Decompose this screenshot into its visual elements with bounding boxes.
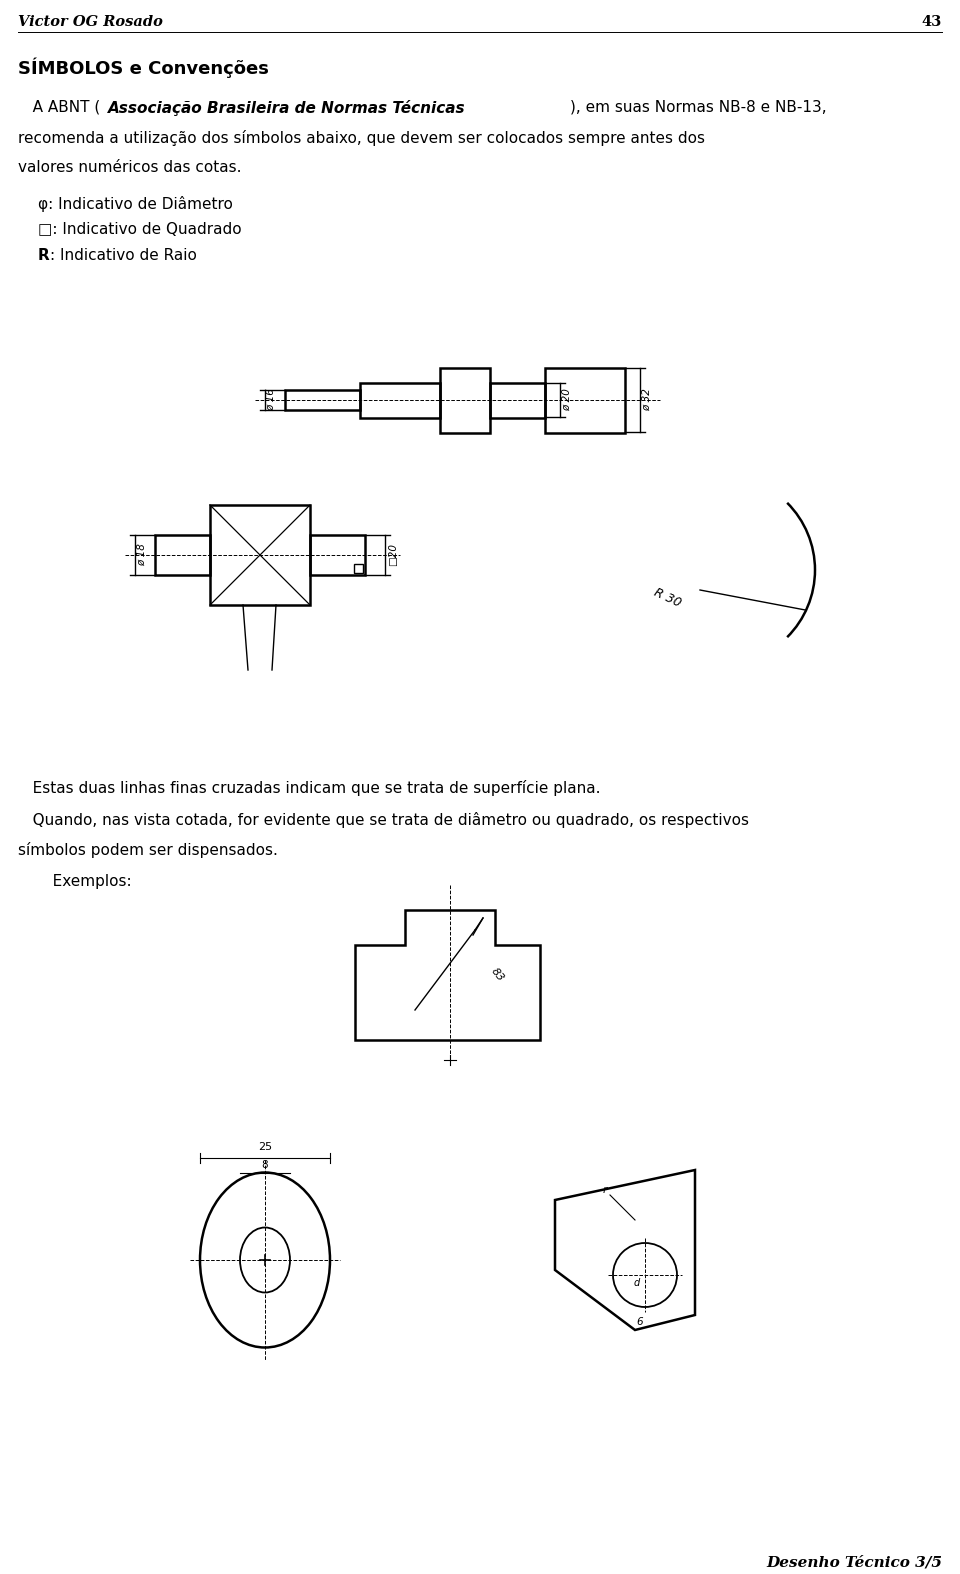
Text: A ABNT (: A ABNT ( <box>18 101 100 115</box>
Text: Victor OG Rosado: Victor OG Rosado <box>18 16 163 28</box>
Text: 25: 25 <box>258 1143 272 1152</box>
Bar <box>210 505 310 604</box>
Text: R 30: R 30 <box>652 586 684 611</box>
Text: Quando, nas vista cotada, for evidente que se trata de diâmetro ou quadrado, os : Quando, nas vista cotada, for evidente q… <box>18 812 749 828</box>
Text: Exemplos:: Exemplos: <box>38 874 132 889</box>
Text: SÍMBOLOS e Convenções: SÍMBOLOS e Convenções <box>18 58 269 79</box>
Bar <box>440 368 490 433</box>
Text: φ: Indicativo de Diâmetro: φ: Indicativo de Diâmetro <box>38 197 233 212</box>
Bar <box>354 563 363 573</box>
Text: 6: 6 <box>636 1317 643 1327</box>
Text: Desenho Técnico 3/5: Desenho Técnico 3/5 <box>766 1555 942 1569</box>
Text: □: Indicativo de Quadrado: □: Indicativo de Quadrado <box>38 222 242 238</box>
Bar <box>155 535 210 575</box>
Text: símbolos podem ser dispensados.: símbolos podem ser dispensados. <box>18 842 277 858</box>
Text: Estas duas linhas finas cruzadas indicam que se trata de superfície plana.: Estas duas linhas finas cruzadas indicam… <box>18 781 601 796</box>
Text: ø 32: ø 32 <box>642 389 652 411</box>
Text: ø 16: ø 16 <box>266 389 276 411</box>
Bar <box>360 382 440 419</box>
Text: ), em suas Normas NB-8 e NB-13,: ), em suas Normas NB-8 e NB-13, <box>570 101 827 115</box>
Text: □20: □20 <box>388 543 398 567</box>
Text: 8: 8 <box>262 1160 268 1169</box>
Text: r: r <box>603 1185 608 1195</box>
Text: 83: 83 <box>489 966 505 984</box>
Text: 43: 43 <box>922 16 942 28</box>
Text: recomenda a utilização dos símbolos abaixo, que devem ser colocados sempre antes: recomenda a utilização dos símbolos abai… <box>18 131 705 146</box>
Bar <box>310 535 365 575</box>
Text: : Indicativo de Raio: : Indicativo de Raio <box>50 249 197 263</box>
Text: ø 18: ø 18 <box>137 543 147 567</box>
Text: Associação Brasileira de Normas Técnicas: Associação Brasileira de Normas Técnicas <box>108 101 466 116</box>
Bar <box>285 390 360 409</box>
Text: R: R <box>38 249 50 263</box>
Text: ø 20: ø 20 <box>562 389 572 411</box>
Text: valores numéricos das cotas.: valores numéricos das cotas. <box>18 161 242 175</box>
Bar <box>490 382 545 419</box>
Bar <box>545 368 625 433</box>
Text: d: d <box>634 1278 640 1288</box>
